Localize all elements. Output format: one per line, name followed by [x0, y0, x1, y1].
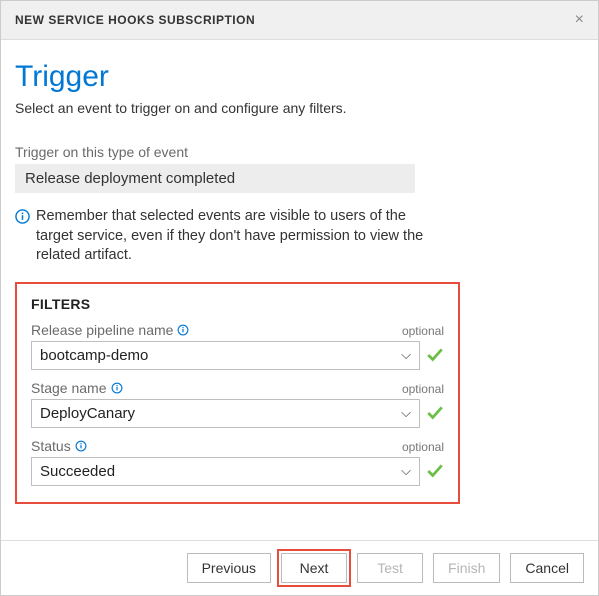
event-value: Release deployment completed	[25, 170, 235, 187]
filter-label: Release pipeline name	[31, 322, 189, 338]
release-pipeline-select[interactable]: bootcamp-demo ⌵	[31, 341, 420, 370]
chevron-down-icon: ⌵	[401, 347, 411, 363]
dialog-header: NEW SERVICE HOOKS SUBSCRIPTION ×	[1, 1, 598, 40]
info-icon	[15, 209, 30, 224]
chevron-down-icon: ⌵	[401, 463, 411, 479]
check-icon	[426, 346, 444, 364]
filter-release-pipeline: Release pipeline name optional bootcamp-…	[31, 322, 444, 370]
info-note: Remember that selected events are visibl…	[15, 207, 445, 266]
info-icon[interactable]	[111, 382, 123, 394]
filters-section: FILTERS Release pipeline name optional b…	[15, 282, 460, 504]
filters-title: FILTERS	[31, 296, 444, 312]
test-button: Test	[357, 553, 423, 583]
page-subtitle: Select an event to trigger on and config…	[15, 100, 580, 116]
event-select[interactable]: Release deployment completed	[15, 164, 415, 193]
status-select[interactable]: Succeeded ⌵	[31, 457, 420, 486]
finish-button: Finish	[433, 553, 500, 583]
filter-stage-name: Stage name optional DeployCanary ⌵	[31, 380, 444, 428]
optional-label: optional	[402, 440, 444, 454]
filter-status: Status optional Succeeded ⌵	[31, 438, 444, 486]
check-icon	[426, 404, 444, 422]
filter-label: Status	[31, 438, 87, 454]
dialog-title: NEW SERVICE HOOKS SUBSCRIPTION	[15, 13, 255, 27]
check-icon	[426, 462, 444, 480]
page-title: Trigger	[15, 60, 580, 94]
next-button[interactable]: Next	[281, 553, 347, 583]
optional-label: optional	[402, 324, 444, 338]
dialog-footer: Previous Next Test Finish Cancel	[1, 540, 598, 595]
info-icon[interactable]	[177, 324, 189, 336]
chevron-down-icon: ⌵	[401, 405, 411, 421]
event-label: Trigger on this type of event	[15, 144, 580, 160]
close-icon[interactable]: ×	[575, 11, 584, 29]
optional-label: optional	[402, 382, 444, 396]
previous-button[interactable]: Previous	[187, 553, 271, 583]
stage-name-select[interactable]: DeployCanary ⌵	[31, 399, 420, 428]
info-text: Remember that selected events are visibl…	[36, 207, 445, 266]
filter-label: Stage name	[31, 380, 123, 396]
dialog-body: Trigger Select an event to trigger on an…	[1, 40, 598, 540]
cancel-button[interactable]: Cancel	[510, 553, 584, 583]
info-icon[interactable]	[75, 440, 87, 452]
